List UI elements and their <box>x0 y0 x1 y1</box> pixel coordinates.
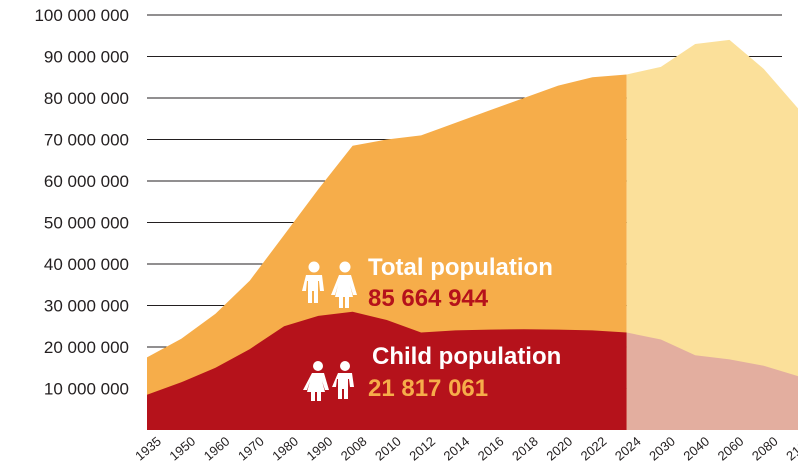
x-tick-label: 2060 <box>715 434 747 464</box>
x-tick-label: 2016 <box>475 434 507 464</box>
x-tick-label: 2020 <box>543 434 575 464</box>
child-population-projection-area <box>626 332 798 430</box>
x-tick-label: 2100 <box>783 434 798 464</box>
x-tick-label: 2022 <box>578 434 610 464</box>
x-tick-label: 2030 <box>646 434 678 464</box>
x-tick-label: 2012 <box>406 434 438 464</box>
people-icon <box>302 261 357 308</box>
x-tick-label: 2014 <box>441 434 473 464</box>
children-icon <box>303 361 354 401</box>
y-tick-label: 80 000 000 <box>44 89 129 108</box>
y-axis: 100 000 000 90 000 000 80 000 000 70 000 00… <box>34 6 129 399</box>
child-population-label: Child population <box>372 343 561 370</box>
y-tick-label: 70 000 000 <box>44 131 129 150</box>
y-tick-label: 10 000 000 <box>44 380 129 399</box>
y-tick-label: 60 000 000 <box>44 172 129 191</box>
x-tick-label: 2010 <box>372 434 404 464</box>
y-tick-label: 30 000 000 <box>44 297 129 316</box>
x-tick-label: 2008 <box>338 434 370 464</box>
total-population-value: 85 664 944 <box>368 285 489 312</box>
x-tick-label: 2018 <box>509 434 541 464</box>
x-tick-label: 2024 <box>612 434 644 464</box>
y-tick-label: 90 000 000 <box>44 48 129 67</box>
x-tick-label: 2080 <box>749 434 781 464</box>
x-axis: 1935 1950 1960 1970 1980 1990 2008 2010 2012 2014… <box>132 434 798 464</box>
x-tick-label: 1970 <box>235 434 267 464</box>
total-population-projection-area <box>626 39 798 431</box>
x-tick-label: 1935 <box>132 434 164 464</box>
area-series <box>147 39 798 431</box>
y-tick-label: 40 000 000 <box>44 255 129 274</box>
x-tick-label: 1960 <box>201 434 233 464</box>
child-population-annotation: Child population 21 817 061 <box>303 343 561 402</box>
total-population-annotation: Total population 85 664 944 <box>302 254 553 312</box>
x-tick-label: 1950 <box>166 434 198 464</box>
child-population-value: 21 817 061 <box>368 375 488 402</box>
x-tick-label: 1990 <box>304 434 336 464</box>
y-tick-label: 20 000 000 <box>44 338 129 357</box>
y-tick-label: 50 000 000 <box>44 214 129 233</box>
y-tick-label: 100 000 000 <box>34 6 129 25</box>
child-population-area <box>147 311 627 430</box>
x-tick-label: 2040 <box>680 434 712 464</box>
total-population-label: Total population <box>368 254 553 281</box>
x-tick-label: 1980 <box>269 434 301 464</box>
